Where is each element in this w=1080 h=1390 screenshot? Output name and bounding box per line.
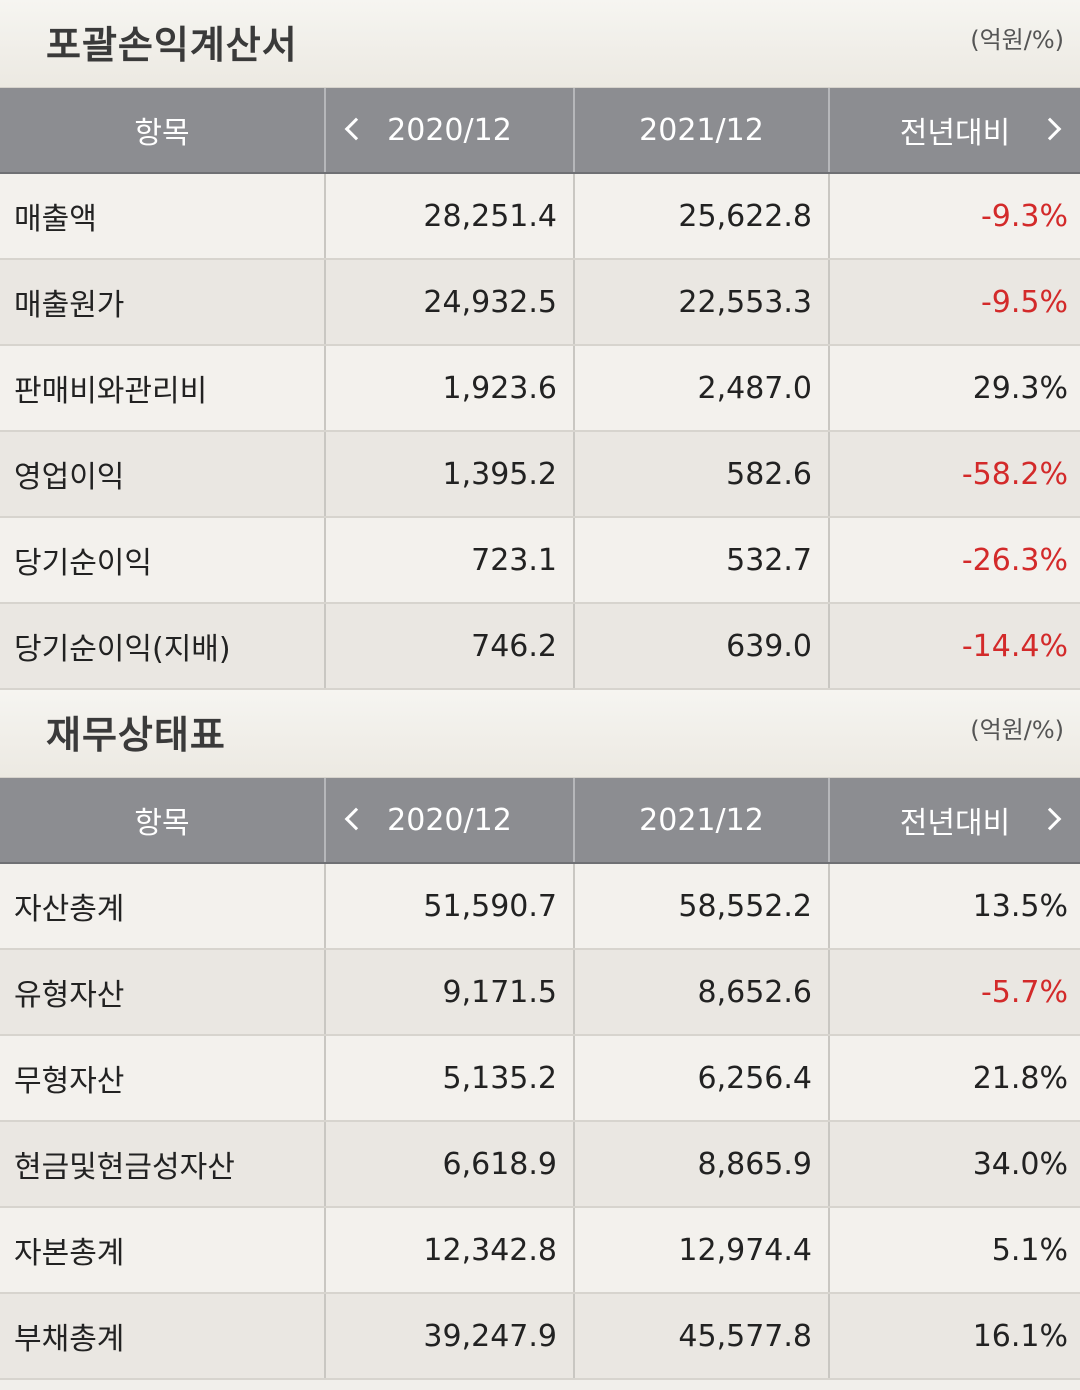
- table-row: 무형자산 5,135.2 6,256.4 21.8%: [0, 1035, 1080, 1122]
- value-2020: 1,395.2: [325, 431, 575, 518]
- change-value: 5.1%: [829, 1207, 1080, 1294]
- unit-label: (억원/%): [970, 26, 1064, 54]
- column-header-2021: 2021/12: [574, 778, 830, 864]
- value-2020: 39,247.9: [325, 1293, 575, 1380]
- value-2021: 582.6: [574, 431, 830, 518]
- value-2021: 6,256.4: [574, 1035, 830, 1122]
- balance-sheet-section: 재무상태표 (억원/%) 항목 2020/12 2021/12: [0, 690, 1080, 1380]
- income-statement-section: 포괄손익계산서 (억원/%) 항목 2020/12 2021/12: [0, 0, 1080, 690]
- section-title: 재무상태표: [46, 713, 226, 757]
- value-2020: 723.1: [325, 517, 575, 604]
- column-header-label: 2020/12: [387, 112, 512, 148]
- value-2020: 24,932.5: [325, 259, 575, 346]
- value-2021: 45,577.8: [574, 1293, 830, 1380]
- change-value: -5.7%: [829, 949, 1080, 1036]
- value-2021: 58,552.2: [574, 863, 830, 950]
- table-row: 당기순이익(지배) 746.2 639.0 -14.4%: [0, 603, 1080, 690]
- value-2020: 1,923.6: [325, 345, 575, 432]
- table-header-row: 항목 2020/12 2021/12 전년대비: [0, 88, 1080, 174]
- column-header-change: 전년대비: [829, 88, 1080, 174]
- change-value: 21.8%: [829, 1035, 1080, 1122]
- column-header-label: 전년대비: [899, 806, 1011, 841]
- value-2020: 12,342.8: [325, 1207, 575, 1294]
- table-row: 영업이익 1,395.2 582.6 -58.2%: [0, 431, 1080, 518]
- value-2021: 12,974.4: [574, 1207, 830, 1294]
- row-label: 자산총계: [0, 863, 326, 950]
- value-2021: 2,487.0: [574, 345, 830, 432]
- change-value: -14.4%: [829, 603, 1080, 690]
- column-header-label: 항목: [134, 806, 190, 841]
- row-label: 무형자산: [0, 1035, 326, 1122]
- value-2021: 25,622.8: [574, 173, 830, 260]
- value-2020: 9,171.5: [325, 949, 575, 1036]
- chevron-right-icon[interactable]: [1038, 807, 1062, 831]
- column-header-label: 2021/12: [639, 112, 764, 148]
- change-value: 29.3%: [829, 345, 1080, 432]
- table-row: 현금및현금성자산 6,618.9 8,865.9 34.0%: [0, 1121, 1080, 1208]
- value-2020: 6,618.9: [325, 1121, 575, 1208]
- section-header: 재무상태표 (억원/%): [0, 690, 1080, 778]
- value-2020: 5,135.2: [325, 1035, 575, 1122]
- change-value: -58.2%: [829, 431, 1080, 518]
- column-header-2020: 2020/12: [325, 778, 575, 864]
- row-label: 자본총계: [0, 1207, 326, 1294]
- table-row: 매출원가 24,932.5 22,553.3 -9.5%: [0, 259, 1080, 346]
- table-row: 유형자산 9,171.5 8,652.6 -5.7%: [0, 949, 1080, 1036]
- row-label: 현금및현금성자산: [0, 1121, 326, 1208]
- balance-sheet-table: 항목 2020/12 2021/12 전년대비: [0, 778, 1080, 1380]
- row-label: 매출액: [0, 173, 326, 260]
- row-label: 부채총계: [0, 1293, 326, 1380]
- column-header-item: 항목: [0, 88, 326, 174]
- row-label: 당기순이익(지배): [0, 603, 326, 690]
- value-2021: 22,553.3: [574, 259, 830, 346]
- value-2021: 532.7: [574, 517, 830, 604]
- table-row: 매출액 28,251.4 25,622.8 -9.3%: [0, 173, 1080, 260]
- column-header-change: 전년대비: [829, 778, 1080, 864]
- column-header-label: 2021/12: [639, 802, 764, 838]
- table-row: 당기순이익 723.1 532.7 -26.3%: [0, 517, 1080, 604]
- chevron-left-icon[interactable]: [344, 117, 368, 141]
- table-row: 자본총계 12,342.8 12,974.4 5.1%: [0, 1207, 1080, 1294]
- table-header-row: 항목 2020/12 2021/12 전년대비: [0, 778, 1080, 864]
- table-row: 자산총계 51,590.7 58,552.2 13.5%: [0, 863, 1080, 950]
- value-2020: 51,590.7: [325, 863, 575, 950]
- column-header-2021: 2021/12: [574, 88, 830, 174]
- value-2021: 8,652.6: [574, 949, 830, 1036]
- change-value: 16.1%: [829, 1293, 1080, 1380]
- row-label: 판매비와관리비: [0, 345, 326, 432]
- value-2021: 8,865.9: [574, 1121, 830, 1208]
- change-value: 13.5%: [829, 863, 1080, 950]
- value-2020: 28,251.4: [325, 173, 575, 260]
- table-row: 부채총계 39,247.9 45,577.8 16.1%: [0, 1293, 1080, 1380]
- change-value: 34.0%: [829, 1121, 1080, 1208]
- value-2020: 746.2: [325, 603, 575, 690]
- value-2021: 639.0: [574, 603, 830, 690]
- change-value: -9.5%: [829, 259, 1080, 346]
- chevron-right-icon[interactable]: [1038, 117, 1062, 141]
- row-label: 유형자산: [0, 949, 326, 1036]
- row-label: 당기순이익: [0, 517, 326, 604]
- section-header: 포괄손익계산서 (억원/%): [0, 0, 1080, 88]
- income-statement-table: 항목 2020/12 2021/12 전년대비: [0, 88, 1080, 690]
- column-header-label: 전년대비: [899, 116, 1011, 151]
- change-value: -9.3%: [829, 173, 1080, 260]
- table-row: 판매비와관리비 1,923.6 2,487.0 29.3%: [0, 345, 1080, 432]
- row-label: 영업이익: [0, 431, 326, 518]
- section-title: 포괄손익계산서: [46, 23, 298, 67]
- row-label: 매출원가: [0, 259, 326, 346]
- column-header-label: 2020/12: [387, 802, 512, 838]
- column-header-label: 항목: [134, 116, 190, 151]
- unit-label: (억원/%): [970, 716, 1064, 744]
- change-value: -26.3%: [829, 517, 1080, 604]
- chevron-left-icon[interactable]: [344, 807, 368, 831]
- column-header-2020: 2020/12: [325, 88, 575, 174]
- column-header-item: 항목: [0, 778, 326, 864]
